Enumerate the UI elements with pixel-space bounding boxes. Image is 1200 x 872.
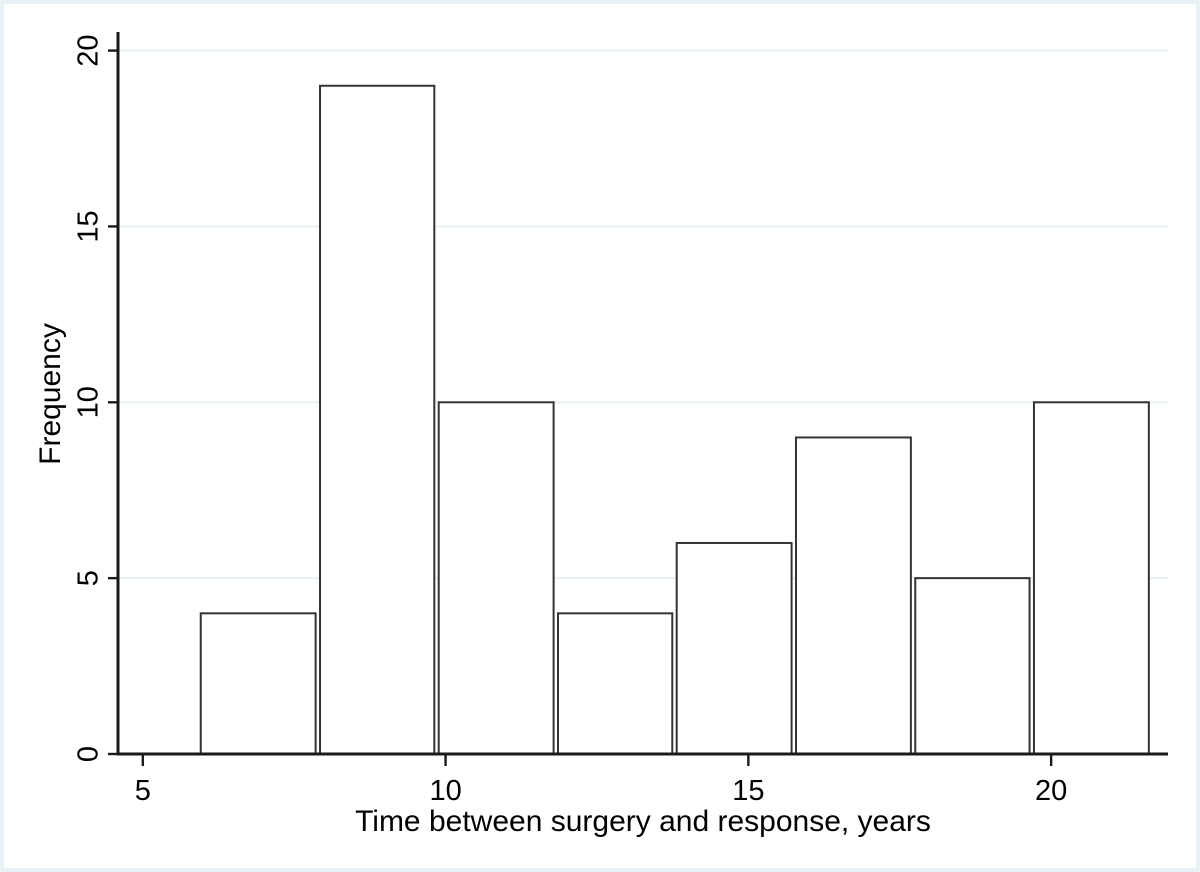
histogram-bar (794, 436, 912, 755)
histogram-bar (914, 577, 1031, 756)
histogram-bar (437, 401, 555, 755)
histogram-bar (675, 541, 793, 755)
y-tick-label: 10 (73, 386, 105, 418)
x-tick-label: 15 (732, 775, 764, 807)
y-tick-label: 5 (73, 570, 105, 586)
y-tick-label: 15 (73, 210, 105, 242)
histogram-bars (199, 84, 1150, 756)
axes (116, 32, 1168, 756)
histogram-bar (199, 612, 317, 755)
y-tick-label: 0 (73, 746, 105, 762)
tick-marks (108, 49, 1053, 766)
y-tick-label: 20 (73, 34, 105, 66)
x-tick-label: 20 (1035, 775, 1067, 807)
y-axis-title: Frequency (34, 323, 67, 465)
histogram-bar (1032, 401, 1150, 755)
histogram-bar (557, 612, 674, 755)
x-tick-label: 10 (429, 775, 461, 807)
x-axis-title: Time between surgery and response, years (355, 805, 931, 838)
tick-labels: 0 5 10 15 20 5 10 15 20 (73, 34, 1068, 807)
x-tick-label: 5 (135, 775, 151, 807)
gridlines (119, 49, 1168, 580)
histogram-bar (319, 84, 436, 755)
